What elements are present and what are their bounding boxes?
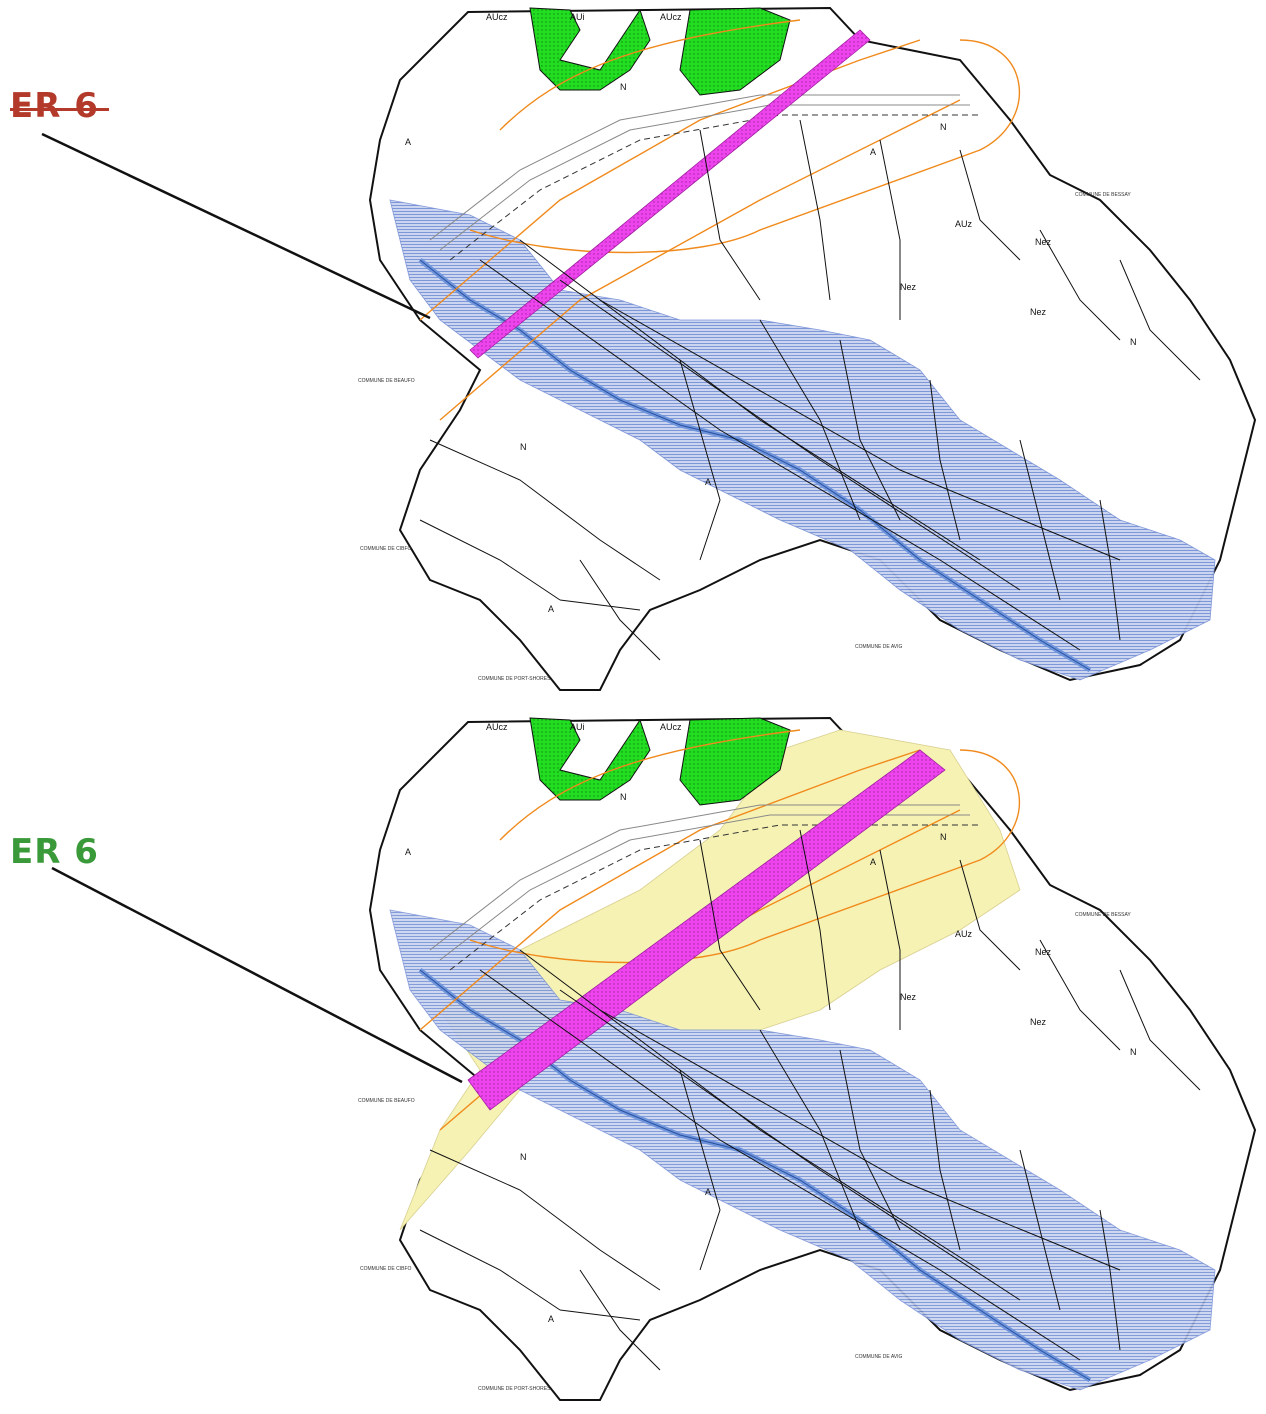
- commune-label: COMMUNE DE PORT-SHORES: [478, 676, 551, 682]
- zone-label: AUcz: [660, 12, 682, 22]
- zone-label: N: [520, 1152, 527, 1162]
- leader-line: [42, 134, 430, 318]
- zone-label: A: [548, 1314, 554, 1324]
- zone-label: N: [520, 442, 527, 452]
- zone-label: A: [705, 1187, 711, 1197]
- zone-label: N: [1130, 1047, 1137, 1057]
- zone-label: AUcz: [660, 722, 682, 732]
- zone-label: A: [705, 477, 711, 487]
- zone-label: N: [620, 82, 627, 92]
- zone-label: A: [870, 147, 876, 157]
- zone-label: N: [940, 832, 947, 842]
- map-after: AUcz AUi AUcz N N A Nez Nez Nez A A N A …: [0, 710, 1266, 1410]
- zone-label: A: [870, 857, 876, 867]
- zone-label: AUi: [570, 12, 585, 22]
- zone-label: Nez: [1035, 237, 1052, 247]
- zone-label: N: [940, 122, 947, 132]
- zone-label: N: [620, 792, 627, 802]
- commune-label: COMMUNE DE BESSAY: [1075, 192, 1131, 198]
- commune-label: COMMUNE DE AVIG: [855, 644, 903, 650]
- zone-label: A: [548, 604, 554, 614]
- zone-label: AUz: [955, 929, 973, 939]
- zone-label: Nez: [1030, 307, 1047, 317]
- map-panel-before: AUcz AUi AUcz N N A Nez Nez Nez A A N A …: [0, 0, 1266, 700]
- zone-label: Nez: [1030, 1017, 1047, 1027]
- commune-label: COMMUNE DE CIBFO: [360, 1266, 412, 1272]
- zone-label: A: [405, 847, 411, 857]
- zone-label: AUi: [570, 722, 585, 732]
- commune-label: COMMUNE DE CIBFO: [360, 546, 412, 552]
- zone-label: Nez: [1035, 947, 1052, 957]
- commune-label: COMMUNE DE BESSAY: [1075, 912, 1131, 918]
- commune-label: COMMUNE DE AVIG: [855, 1354, 903, 1360]
- map-panel-after: AUcz AUi AUcz N N A Nez Nez Nez A A N A …: [0, 710, 1266, 1410]
- zone-label: AUcz: [486, 722, 508, 732]
- zone-label: Nez: [900, 992, 917, 1002]
- zone-label: AUz: [955, 219, 973, 229]
- commune-label: COMMUNE DE BEAUFO: [358, 378, 415, 384]
- zone-label: A: [405, 137, 411, 147]
- zone-label: N: [1130, 337, 1137, 347]
- zone-label: Nez: [900, 282, 917, 292]
- map-before: AUcz AUi AUcz N N A Nez Nez Nez A A N A …: [0, 0, 1266, 700]
- commune-label: COMMUNE DE PORT-SHORES: [478, 1386, 551, 1392]
- zone-label: AUcz: [486, 12, 508, 22]
- commune-label: COMMUNE DE BEAUFO: [358, 1098, 415, 1104]
